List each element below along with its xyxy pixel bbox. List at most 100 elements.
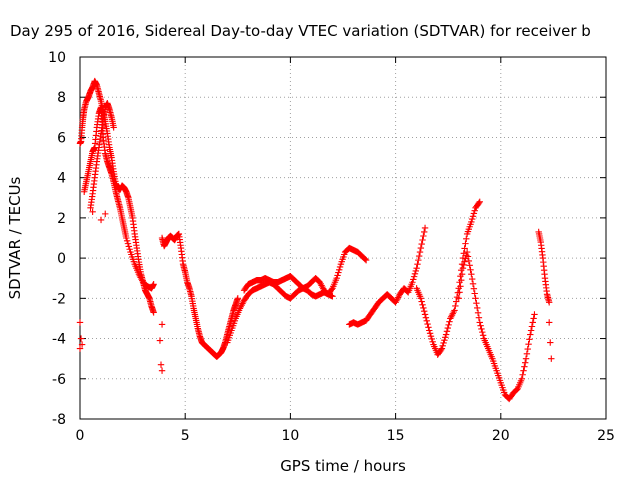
data-point (456, 289, 463, 296)
data-point (124, 240, 132, 247)
y-tick-label: 0 (57, 251, 66, 267)
data-point (413, 264, 420, 272)
data-point (157, 361, 165, 368)
data-point (438, 345, 446, 352)
data-point (335, 269, 342, 276)
data-point (97, 216, 105, 224)
data-point (458, 277, 465, 284)
data-point (471, 207, 478, 214)
data-point (419, 301, 426, 308)
data-point (123, 234, 130, 242)
data-point (475, 199, 483, 207)
data-point (336, 266, 343, 273)
data-point (452, 298, 460, 305)
data-point (479, 332, 487, 339)
data-point (419, 236, 426, 244)
data-point (526, 336, 533, 343)
data-point (529, 319, 536, 326)
data-point (473, 299, 480, 307)
data-point (472, 295, 479, 302)
data-point (156, 337, 164, 344)
data-point (426, 327, 433, 334)
data-point (362, 256, 370, 264)
data-point (126, 246, 133, 253)
data-point (440, 339, 447, 347)
data-point (427, 332, 435, 340)
data-point (464, 253, 472, 260)
data-point (524, 345, 531, 353)
data-point (455, 295, 462, 302)
data-point (462, 240, 469, 247)
data-point (429, 338, 436, 345)
data-point (461, 245, 468, 252)
data-point (334, 272, 341, 279)
data-point (459, 264, 467, 272)
data-point (521, 363, 528, 370)
y-tick-label: -4 (52, 332, 66, 348)
data-point (417, 295, 425, 302)
data-point (469, 213, 477, 220)
data-point (416, 248, 424, 256)
data-point (418, 298, 425, 305)
data-point (446, 318, 453, 325)
y-tick-label: -8 (52, 412, 66, 428)
data-point (461, 258, 468, 265)
data-point (420, 304, 427, 312)
data-point (333, 275, 340, 282)
data-point (441, 336, 448, 344)
data-point (414, 260, 421, 268)
data-point (418, 240, 425, 248)
data-point (525, 340, 532, 348)
data-point (527, 327, 535, 334)
data-point (158, 321, 166, 328)
data-point (437, 346, 445, 354)
data-point (125, 243, 133, 250)
data-point (412, 267, 419, 275)
y-tick-label: 4 (57, 171, 66, 187)
data-point (421, 224, 429, 232)
data-point (465, 257, 473, 265)
data-point (234, 295, 241, 302)
data-point (463, 248, 471, 256)
y-tick-label: -6 (52, 372, 66, 388)
axis-ticks: 0 5 10 15 20 25 -8 -6 -4 -2 0 2 4 6 8 10 (48, 50, 615, 444)
data-point (426, 330, 434, 337)
data-point (411, 270, 419, 277)
data-point (468, 275, 476, 283)
x-tick-label: 0 (76, 428, 85, 444)
data-point (458, 271, 466, 278)
data-point (457, 283, 464, 290)
data-point (442, 331, 450, 338)
data-point (150, 309, 157, 316)
data-point (477, 322, 484, 329)
data-point (420, 232, 427, 240)
data-point (518, 375, 526, 382)
data-point (410, 273, 418, 280)
data-point (77, 335, 85, 342)
y-tick-label: 10 (48, 50, 66, 66)
data-point (328, 286, 335, 293)
data-point (468, 218, 475, 226)
data-point (469, 280, 477, 288)
data-point (463, 235, 470, 243)
data-point (466, 262, 473, 269)
x-tick-label: 10 (281, 428, 299, 444)
data-point (417, 244, 425, 252)
data-point (336, 263, 344, 271)
x-tick-label: 25 (597, 428, 615, 444)
data-points (76, 77, 555, 403)
data-point (479, 328, 486, 336)
data-point (415, 256, 422, 264)
data-point (410, 276, 417, 283)
data-point (158, 367, 166, 374)
data-point (475, 314, 483, 321)
data-point (478, 325, 485, 333)
data-point (428, 335, 435, 343)
data-point (476, 198, 483, 205)
data-point (547, 339, 554, 346)
data-point (548, 355, 555, 362)
data-point (522, 359, 529, 366)
data-point (123, 237, 131, 245)
data-point (102, 210, 109, 218)
